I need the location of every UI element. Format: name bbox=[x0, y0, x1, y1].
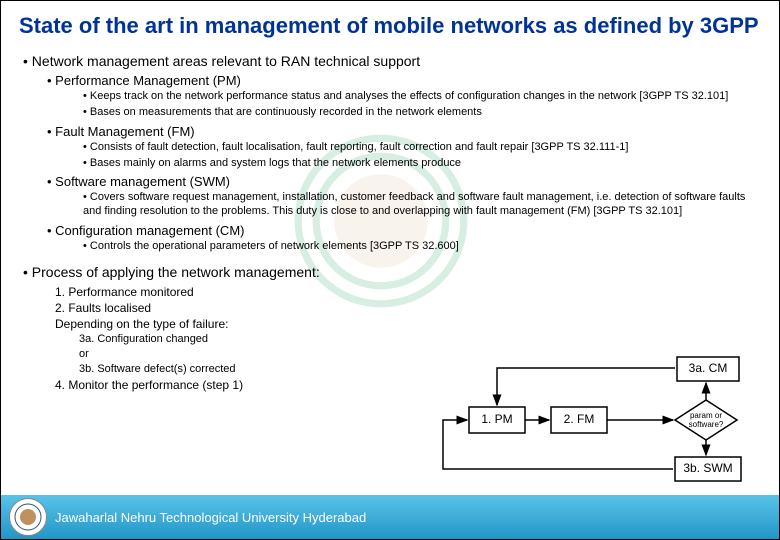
process-or: or bbox=[79, 347, 761, 362]
fm-bullet-2: Bases mainly on alarms and system logs t… bbox=[83, 157, 761, 171]
nm-areas-heading: Network management areas relevant to RAN… bbox=[23, 53, 761, 69]
process-step-3b: 3b. Software defect(s) corrected bbox=[79, 362, 761, 377]
process-step-3a: 3a. Configuration changed bbox=[79, 332, 761, 347]
flow-swm: 3b. SWM bbox=[683, 461, 732, 475]
process-depending: Depending on the type of failure: bbox=[55, 316, 761, 332]
swm-bullet-1: Covers software request management, inst… bbox=[83, 191, 761, 219]
process-steps: 1. Performance monitored 2. Faults local… bbox=[55, 284, 761, 393]
flow-fm: 2. FM bbox=[564, 412, 595, 426]
process-step-4: 4. Monitor the performance (step 1) bbox=[55, 377, 761, 393]
process-step-1: 1. Performance monitored bbox=[55, 284, 761, 300]
footer-text: Jawaharlal Nehru Technological Universit… bbox=[55, 510, 366, 525]
fm-bullet-1: Consists of fault detection, fault local… bbox=[83, 141, 761, 155]
flow-q-1: param or bbox=[690, 411, 722, 420]
process-step-2: 2. Faults localised bbox=[55, 300, 761, 316]
pm-heading: Performance Management (PM) bbox=[47, 73, 761, 88]
slide-title: State of the art in management of mobile… bbox=[1, 1, 779, 47]
pm-bullet-1: Keeps track on the network performance s… bbox=[83, 90, 761, 104]
process-heading: Process of applying the network manageme… bbox=[23, 264, 761, 280]
pm-bullet-2: Bases on measurements that are continuou… bbox=[83, 106, 761, 120]
process-sub: 3a. Configuration changed or 3b. Softwar… bbox=[79, 332, 761, 377]
flow-q-2: software? bbox=[689, 420, 724, 429]
cm-heading: Configuration management (CM) bbox=[47, 223, 761, 238]
slide-content: Network management areas relevant to RAN… bbox=[1, 53, 779, 393]
footer-bar: Jawaharlal Nehru Technological Universit… bbox=[1, 495, 779, 539]
cm-bullet-1: Controls the operational parameters of n… bbox=[83, 240, 761, 254]
flow-pm: 1. PM bbox=[481, 412, 512, 426]
footer-logo bbox=[9, 498, 47, 536]
swm-heading: Software management (SWM) bbox=[47, 174, 761, 189]
fm-heading: Fault Management (FM) bbox=[47, 124, 761, 139]
